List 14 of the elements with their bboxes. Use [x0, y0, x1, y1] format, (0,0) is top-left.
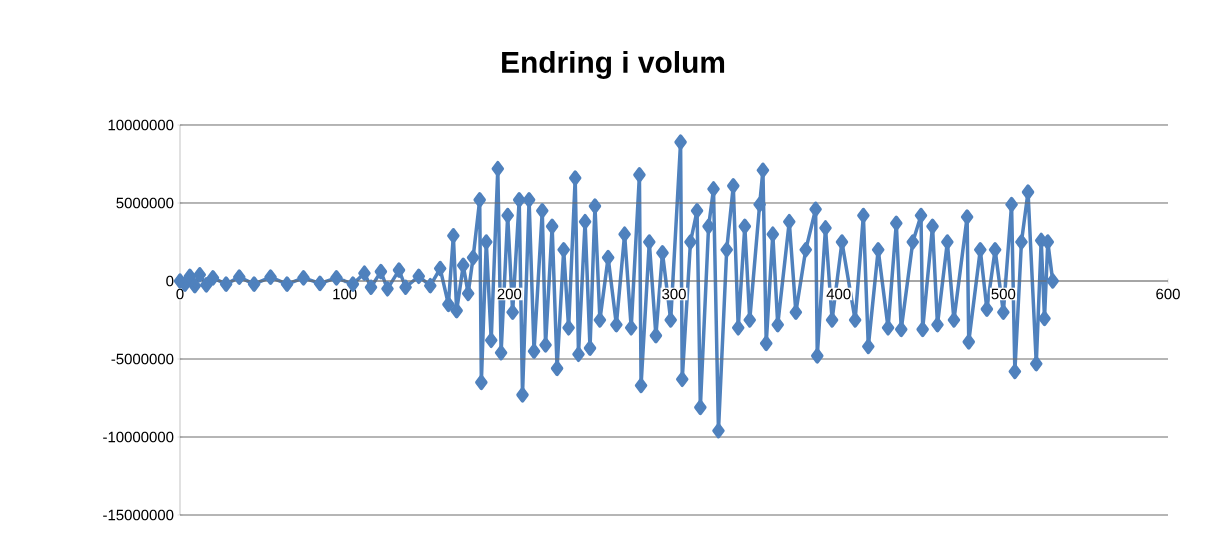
x-tick-label: 200 [497, 288, 522, 300]
x-tick-label: 100 [333, 288, 357, 300]
y-tick-label: -5000000 [111, 353, 174, 365]
y-tick-label: -15000000 [103, 509, 174, 521]
y-tick-label: 10000000 [108, 119, 174, 131]
y-tick-label: 0 [166, 275, 174, 287]
chart-title: Endring i volum [502, 51, 725, 79]
x-tick-label: 600 [1156, 288, 1180, 300]
y-tick-label: -10000000 [103, 431, 174, 443]
x-tick-label: 0 [176, 288, 184, 300]
x-tick-label: 300 [662, 288, 686, 300]
y-tick-label: 5000000 [116, 197, 174, 209]
x-tick-label: 400 [826, 288, 851, 300]
x-tick-label: 500 [991, 288, 1016, 300]
